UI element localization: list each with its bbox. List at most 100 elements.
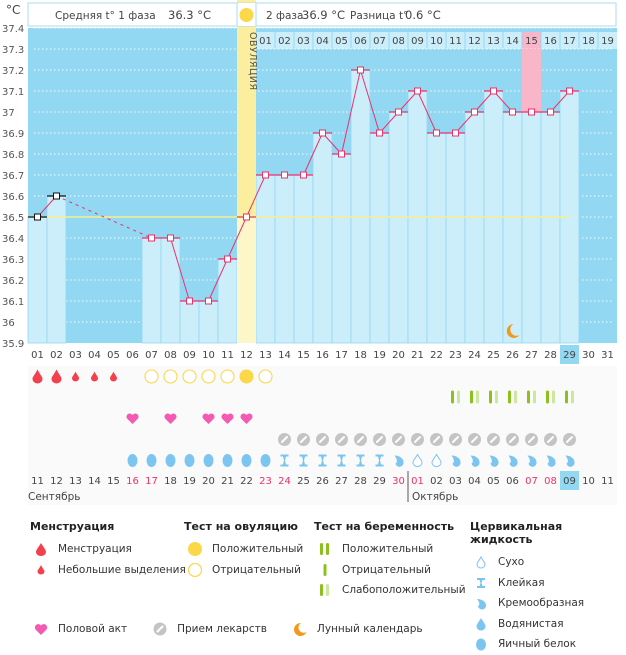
cycle-day-label: 26 [506,350,519,361]
temperature-line-segment [208,258,228,302]
cycle-day-label: 28 [544,350,557,361]
temperature-point [167,234,174,242]
calendar-date-label: 30 [392,476,405,487]
cycle-day-label: 30 [582,350,595,361]
cycle-day-label: 06 [126,350,139,361]
fluid-eggwhite-icon [241,454,252,467]
calendar-date-label: 24 [278,476,291,487]
phase2-label: 2 фаза [266,10,303,22]
fluid-eggwhite-icon [203,454,214,467]
legend-label: Сухо [498,556,525,569]
fluid-dry-icon [431,453,442,467]
ovulation-positive-icon [184,541,206,557]
moon-icon [506,324,520,338]
phase2-day-label: 13 [487,36,500,47]
y-tick-label: 36.7 [2,171,24,182]
current-day-highlight [560,345,579,364]
phase2-day-label: 02 [278,36,291,47]
pill-mark [338,436,345,443]
legend-label: Отрицательный [212,563,301,576]
phase2-value: 36.9 °C [302,8,345,22]
calendar-date-label: 16 [126,476,139,487]
y-axis-unit: °C [6,3,20,17]
temperature-point [300,171,307,179]
temperature-point [243,213,250,221]
pill-mark [376,436,383,443]
today-highlight [560,471,579,490]
phase2-day-label: 17 [563,36,576,47]
temperature-point [205,297,212,305]
fluid-dry-icon [470,555,492,569]
calendar-date-label: 08 [544,476,557,487]
temperature-point [490,87,497,95]
calendar-date-label: 21 [221,476,234,487]
month-label: Октябрь [412,491,458,503]
legend-label: Клейкая [498,576,545,589]
cycle-day-label: 13 [259,350,272,361]
cycle-day-label: 01 [31,350,44,361]
legend-item-preg-negative: Отрицательный [314,560,466,581]
small-blood-drop-icon [91,371,98,382]
pill-mark [395,436,402,443]
temperature-bar [445,132,466,344]
cycle-day-label: 14 [278,350,291,361]
legend-item-intercourse: Половой акт [30,623,127,636]
legend-item-eggwhite: Яичный белок [470,634,626,655]
cycle-day-label: 07 [145,350,158,361]
calendar-date-label: 25 [297,476,310,487]
phase2-day-label: 04 [316,36,329,47]
cycle-day-label: 22 [430,350,443,361]
pill-mark [528,436,535,443]
temperature-point [414,87,421,95]
pill-icon [149,622,171,636]
calendar-date-label: 22 [240,476,253,487]
calendar-date-label: 28 [354,476,367,487]
calendar-date-label: 10 [582,476,595,487]
temperature-bar [331,153,352,344]
blood-drop-icon [30,542,52,557]
ovulation-negative-icon [182,369,197,384]
y-tick-label: 36.4 [2,234,24,245]
temperature-line-segment [341,69,361,155]
calendar-date-label: 02 [430,476,443,487]
fluid-creamy-icon [546,455,556,467]
fluid-watery-icon [470,617,492,631]
highlight-day-top [522,49,541,112]
calendar-date-label: 09 [563,476,576,487]
legend-item-watery: Водянистая [470,614,626,635]
legend-title: Тест на беременность [314,520,455,533]
pregnancy-weak-icon [314,583,336,597]
legend-pregnancy-test: Тест на беременность Положительный Отриц… [314,520,466,601]
fluid-eggwhite-icon [222,454,233,467]
pregnancy-test-line [457,390,460,404]
heart-icon [240,413,253,424]
temperature-line-segment [227,216,247,260]
difference-label: Разница t° [350,10,408,22]
fluid-eggwhite-icon [260,454,271,467]
fluid-sticky-icon [356,454,365,467]
legend-item-lunar: Лунный календарь [289,622,423,636]
cycle-day-label: 23 [449,350,462,361]
pill-mark [547,436,554,443]
ovulation-negative-icon [163,369,178,384]
calendar-date-label: 03 [449,476,462,487]
cycle-day-label: 18 [354,350,367,361]
y-tick-label: 37.1 [2,87,24,98]
fluid-eggwhite-icon [184,454,195,467]
cycle-day-label: 16 [316,350,329,361]
calendar-date-label: 20 [202,476,215,487]
temperature-bar [46,195,67,344]
fluid-eggwhite-icon [146,454,157,467]
phase2-day-label: 05 [335,36,348,47]
y-tick-label: 35.9 [2,339,24,350]
legend-item-menstruation: Менструация [30,539,186,560]
calendar-date-label: 29 [373,476,386,487]
temperature-point [357,66,364,74]
legend-item-medication: Прием лекарств [149,622,267,636]
calendar-date-label: 07 [525,476,538,487]
temperature-point [395,108,402,116]
cycle-day-label: 21 [411,350,424,361]
legend-item-dry: Сухо [470,552,626,573]
pill-mark [414,436,421,443]
temperature-point [224,255,231,263]
